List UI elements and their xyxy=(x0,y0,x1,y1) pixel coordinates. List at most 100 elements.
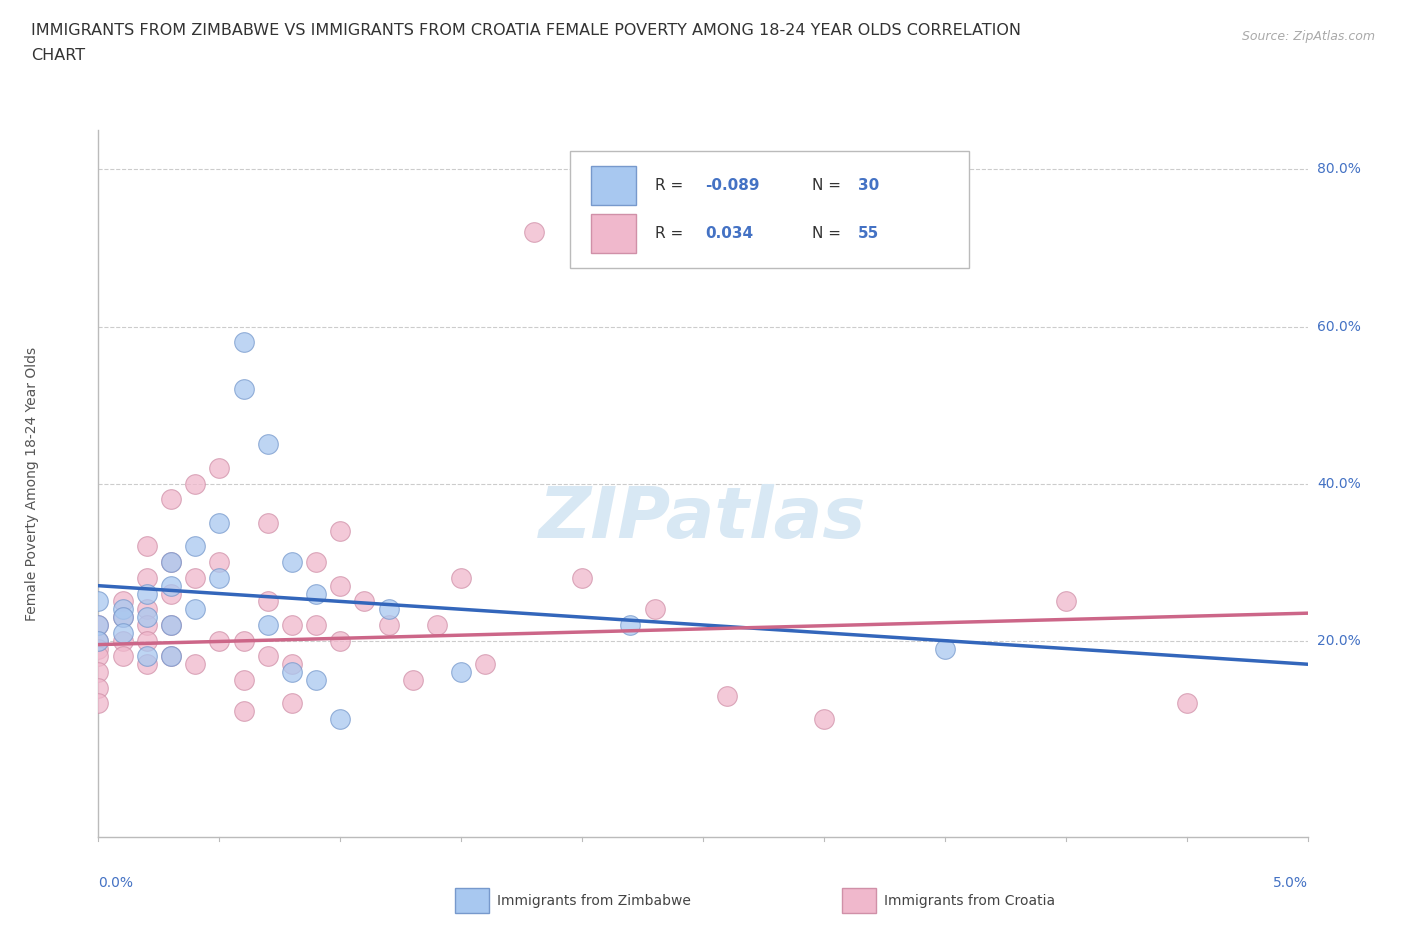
Text: Source: ZipAtlas.com: Source: ZipAtlas.com xyxy=(1241,30,1375,43)
Point xyxy=(135,586,157,601)
FancyBboxPatch shape xyxy=(591,215,637,253)
Point xyxy=(111,610,134,625)
Point xyxy=(135,649,157,664)
Text: R =: R = xyxy=(655,226,693,241)
Point xyxy=(402,672,425,687)
Point xyxy=(160,618,183,632)
Point xyxy=(256,618,278,632)
Point xyxy=(523,225,546,240)
Point xyxy=(813,711,835,726)
Point xyxy=(934,641,956,656)
Point xyxy=(87,633,110,648)
Text: 30: 30 xyxy=(858,179,879,193)
Point xyxy=(256,649,278,664)
Point xyxy=(571,570,593,585)
Point xyxy=(256,594,278,609)
Point xyxy=(281,657,304,671)
Point xyxy=(426,618,449,632)
Text: Immigrants from Zimbabwe: Immigrants from Zimbabwe xyxy=(498,894,692,908)
Point xyxy=(160,586,183,601)
Point xyxy=(87,665,110,680)
Point xyxy=(160,649,183,664)
Point xyxy=(474,657,496,671)
Text: 5.0%: 5.0% xyxy=(1272,876,1308,890)
Point xyxy=(135,570,157,585)
Point xyxy=(87,649,110,664)
Point xyxy=(111,602,134,617)
Point xyxy=(281,696,304,711)
Text: R =: R = xyxy=(655,179,688,193)
Text: 20.0%: 20.0% xyxy=(1317,633,1361,647)
Text: Female Poverty Among 18-24 Year Olds: Female Poverty Among 18-24 Year Olds xyxy=(25,347,39,620)
Text: 55: 55 xyxy=(858,226,879,241)
Point xyxy=(111,633,134,648)
Text: ZIPatlas: ZIPatlas xyxy=(540,485,866,553)
Point xyxy=(184,657,207,671)
Point xyxy=(87,696,110,711)
Point xyxy=(1175,696,1198,711)
Point xyxy=(135,657,157,671)
Point xyxy=(160,554,183,569)
Point xyxy=(135,610,157,625)
Point xyxy=(329,578,352,593)
Text: 60.0%: 60.0% xyxy=(1317,320,1361,334)
Point xyxy=(305,672,328,687)
Point xyxy=(232,335,254,350)
Text: Immigrants from Croatia: Immigrants from Croatia xyxy=(884,894,1056,908)
Point xyxy=(232,382,254,397)
Point xyxy=(1054,594,1077,609)
Point xyxy=(619,618,641,632)
Point xyxy=(111,625,134,640)
Point xyxy=(87,618,110,632)
Point xyxy=(281,618,304,632)
Point xyxy=(208,460,231,475)
Text: 80.0%: 80.0% xyxy=(1317,163,1361,177)
Point xyxy=(184,602,207,617)
FancyBboxPatch shape xyxy=(591,166,637,205)
Point xyxy=(450,665,472,680)
Point xyxy=(87,618,110,632)
Point xyxy=(160,649,183,664)
Point xyxy=(208,570,231,585)
FancyBboxPatch shape xyxy=(456,888,489,913)
Point xyxy=(281,554,304,569)
Point xyxy=(208,633,231,648)
Point xyxy=(111,610,134,625)
Point xyxy=(329,711,352,726)
Point xyxy=(329,633,352,648)
Text: -0.089: -0.089 xyxy=(706,179,759,193)
Point xyxy=(232,672,254,687)
Point xyxy=(644,602,666,617)
Point xyxy=(716,688,738,703)
Point xyxy=(135,618,157,632)
Point xyxy=(184,539,207,554)
Point xyxy=(135,633,157,648)
Point xyxy=(305,618,328,632)
Point xyxy=(111,594,134,609)
Point xyxy=(184,570,207,585)
Point xyxy=(256,515,278,530)
Text: IMMIGRANTS FROM ZIMBABWE VS IMMIGRANTS FROM CROATIA FEMALE POVERTY AMONG 18-24 Y: IMMIGRANTS FROM ZIMBABWE VS IMMIGRANTS F… xyxy=(31,23,1021,38)
Text: 0.0%: 0.0% xyxy=(98,876,134,890)
Point xyxy=(329,524,352,538)
Point xyxy=(135,602,157,617)
Point xyxy=(184,476,207,491)
Text: 40.0%: 40.0% xyxy=(1317,476,1361,491)
Point xyxy=(87,641,110,656)
FancyBboxPatch shape xyxy=(569,152,969,268)
Text: N =: N = xyxy=(811,179,845,193)
Point xyxy=(135,539,157,554)
Text: 0.034: 0.034 xyxy=(706,226,754,241)
Point xyxy=(450,570,472,585)
Text: CHART: CHART xyxy=(31,48,84,63)
Point xyxy=(232,633,254,648)
Point xyxy=(87,681,110,696)
Point xyxy=(305,586,328,601)
Point xyxy=(87,633,110,648)
Point xyxy=(305,554,328,569)
Point xyxy=(160,554,183,569)
Point xyxy=(232,704,254,719)
Point xyxy=(377,618,399,632)
Point xyxy=(353,594,375,609)
FancyBboxPatch shape xyxy=(842,888,876,913)
